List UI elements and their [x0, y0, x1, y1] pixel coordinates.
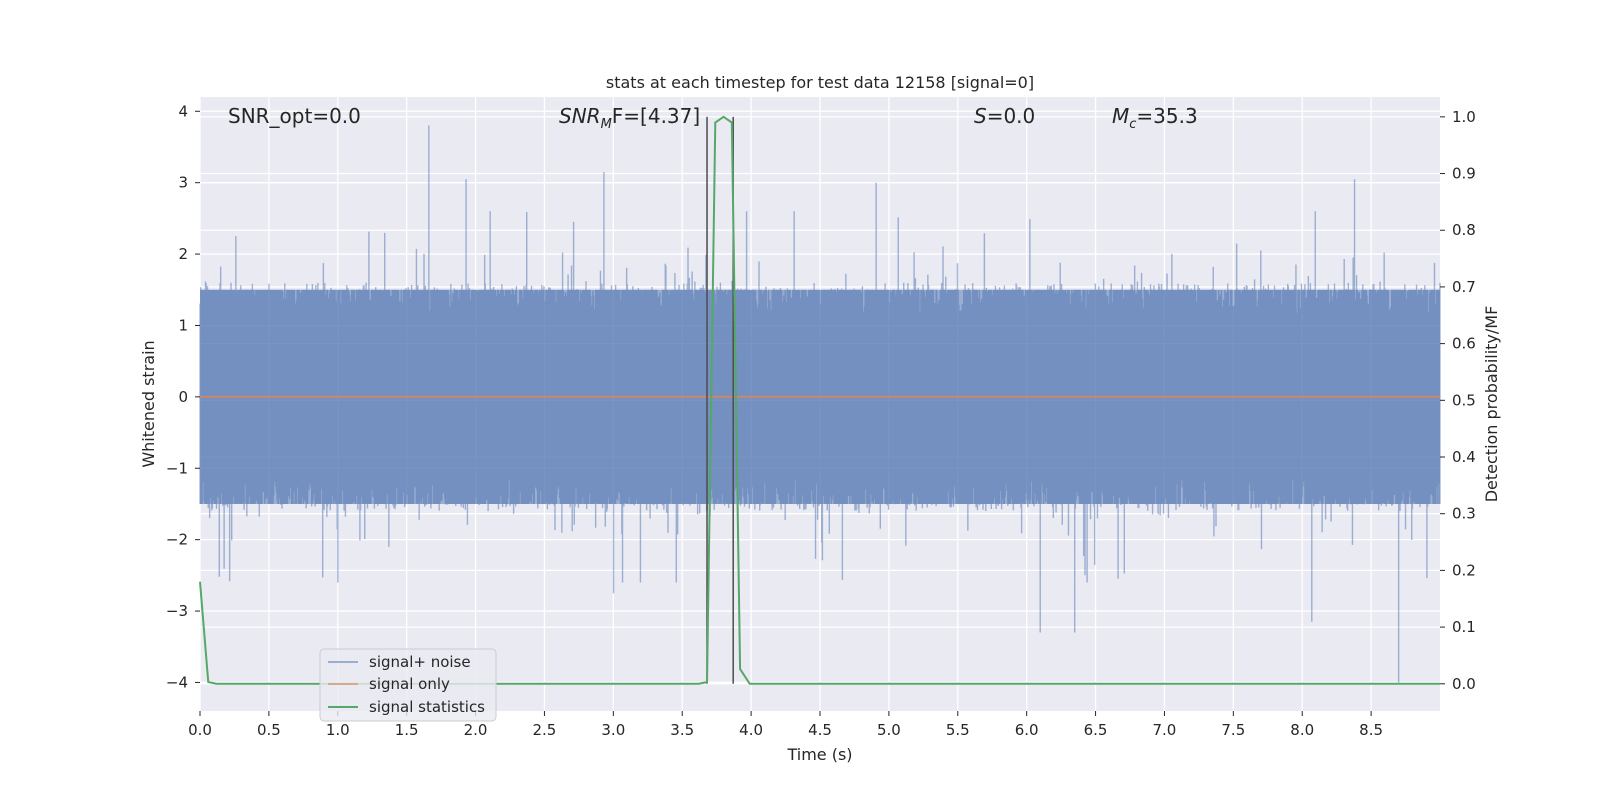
legend-label-signal-noise: signal+ noise — [369, 653, 471, 671]
y-axis-label: Whitened strain — [139, 340, 158, 467]
legend: signal+ noise signal only signal statist… — [319, 648, 497, 722]
ticks: 0.0 0.5 1.0 1.5 2.0 2.5 3.0 3.5 4.0 4.5 5.0 5.5 6.0 6… — [166, 102, 1476, 739]
x-tick-label: 1.5 — [395, 721, 419, 739]
legend-box — [319, 648, 497, 722]
y2-tick-label: 0.7 — [1452, 278, 1476, 296]
x-tick-label: 7.5 — [1221, 721, 1245, 739]
s-symbol: S — [974, 104, 987, 128]
snr-mf-rest: F=[4.37] — [612, 104, 700, 128]
y-tick-label: −1 — [166, 459, 188, 477]
y2-tick-label: 0.9 — [1452, 165, 1476, 183]
snr-mf-base: SNR — [559, 104, 601, 128]
y2-tick-label: 0.1 — [1452, 618, 1476, 636]
annotation-snr-opt: SNR_opt=0.0 — [228, 104, 361, 128]
y2-tick-label: 0.2 — [1452, 561, 1476, 579]
x-tick-label: 0.0 — [188, 721, 212, 739]
x-tick-label: 3.0 — [601, 721, 625, 739]
y2-tick-label: 0.4 — [1452, 448, 1476, 466]
y2-tick-label: 0.6 — [1452, 335, 1476, 353]
legend-label-signal-statistics: signal statistics — [369, 698, 485, 716]
annotation-s: S=0.0 — [974, 104, 1035, 128]
line-series — [199, 115, 1440, 685]
chart-title: stats at each timestep for test data 121… — [606, 73, 1034, 92]
y2-tick-label: 0.8 — [1452, 221, 1476, 239]
x-tick-label: 5.5 — [946, 721, 970, 739]
y-tick-label: 1 — [178, 316, 188, 334]
y-tick-label: −4 — [166, 673, 188, 691]
mc-value: =35.3 — [1136, 104, 1197, 128]
annotation-snr-mf: SNRMF=[4.37] — [559, 104, 700, 132]
y2-tick-label: 0.3 — [1452, 505, 1476, 523]
x-tick-label: 5.0 — [877, 721, 901, 739]
s-value: =0.0 — [987, 104, 1036, 128]
x-tick-label: 3.5 — [670, 721, 694, 739]
y2-tick-label: 1.0 — [1452, 108, 1476, 126]
mc-subscript: c — [1129, 117, 1136, 132]
x-axis-label: Time (s) — [786, 745, 852, 764]
x-tick-label: 4.0 — [739, 721, 763, 739]
x-tick-label: 2.5 — [533, 721, 557, 739]
snr-mf-subscript: M — [601, 117, 612, 132]
x-tick-label: 7.0 — [1153, 721, 1177, 739]
y-tick-label: 2 — [178, 245, 188, 263]
x-tick-label: 1.0 — [326, 721, 350, 739]
signal-statistics-line — [199, 115, 1440, 685]
mc-symbol: M — [1112, 104, 1129, 128]
x-tick-label: 2.0 — [464, 721, 488, 739]
y2-tick-label: 0.0 — [1452, 675, 1476, 693]
y2-axis-label: Detection probability/MF — [1482, 306, 1501, 503]
legend-label-signal-only: signal only — [369, 675, 450, 693]
annotation-mc: Mc=35.3 — [1112, 104, 1198, 132]
x-tick-label: 4.5 — [808, 721, 832, 739]
x-tick-label: 8.5 — [1359, 721, 1383, 739]
y2-tick-label: 0.5 — [1452, 391, 1476, 409]
x-tick-label: 6.0 — [1015, 721, 1039, 739]
x-tick-label: 8.0 — [1290, 721, 1314, 739]
y-tick-label: 0 — [178, 388, 188, 406]
y-tick-label: −2 — [166, 531, 188, 549]
x-tick-label: 6.5 — [1084, 721, 1108, 739]
y-tick-label: 4 — [178, 102, 188, 120]
x-tick-label: 0.5 — [257, 721, 281, 739]
y-tick-label: −3 — [166, 602, 188, 620]
y-tick-label: 3 — [178, 174, 188, 192]
